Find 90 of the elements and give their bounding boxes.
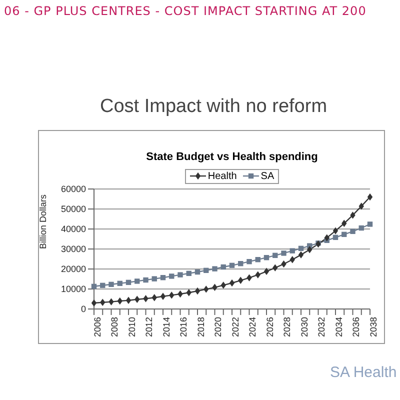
point	[126, 280, 132, 285]
point	[178, 272, 183, 278]
x-tick-label: 2014	[161, 317, 172, 338]
point	[186, 270, 192, 276]
point	[238, 261, 244, 266]
point	[204, 268, 209, 273]
x-tick-label: 2006	[92, 317, 102, 338]
point	[246, 274, 252, 282]
y-tick-label: 50000	[60, 204, 86, 214]
x-tick-label: 2022	[230, 317, 240, 338]
point	[350, 212, 356, 219]
point	[264, 268, 270, 275]
point	[117, 280, 122, 286]
x-tick-label: 2034	[334, 317, 344, 338]
legend-label: Health	[208, 170, 237, 182]
point	[332, 227, 338, 234]
point	[255, 271, 260, 278]
point	[91, 284, 97, 289]
point	[298, 251, 304, 258]
y-tick-label: 30000	[60, 244, 86, 254]
point	[152, 294, 157, 302]
point	[143, 295, 148, 302]
x-tick-label: 2024	[248, 317, 258, 338]
x-tick-label: 2018	[196, 317, 206, 338]
y-tick-label: 0	[80, 304, 86, 314]
point	[332, 234, 338, 240]
point	[160, 275, 166, 280]
point	[324, 234, 330, 242]
point	[126, 296, 132, 304]
point	[108, 298, 114, 306]
text: SA Health	[330, 364, 398, 381]
point	[186, 289, 192, 296]
text: 06 - GP PLUS CENTRES - COST IMPACT STARTING AT 200	[4, 4, 368, 18]
point	[358, 225, 364, 231]
y-axis-title: Billion Dollars	[38, 194, 48, 249]
point	[204, 286, 209, 293]
point	[342, 232, 347, 237]
point	[367, 193, 373, 201]
point	[272, 264, 278, 272]
point	[290, 248, 295, 254]
point	[134, 278, 140, 284]
point	[134, 296, 140, 303]
x-tick-label: 2032	[316, 317, 327, 338]
point	[358, 202, 364, 210]
point	[212, 266, 218, 272]
x-tick-label: 2008	[110, 317, 120, 338]
x-tick-label: 2010	[126, 317, 137, 338]
legend-label: SA	[260, 170, 274, 182]
point	[307, 246, 312, 254]
point	[238, 276, 244, 284]
point	[229, 279, 235, 287]
point	[272, 252, 278, 258]
point	[160, 292, 166, 300]
y-tick-label: 10000	[60, 284, 86, 294]
x-tick-label: 2038	[368, 317, 378, 338]
point	[264, 255, 270, 260]
chart-title: State Budget vs Health spending	[145, 151, 319, 163]
x-tick-label: 2016	[178, 317, 189, 338]
point	[255, 257, 260, 262]
text: Cost Impact with no reform	[100, 96, 328, 118]
point	[169, 292, 174, 299]
point	[246, 259, 252, 264]
point	[281, 250, 286, 256]
point	[194, 269, 200, 275]
y-tick-label: 20000	[60, 264, 86, 274]
point	[220, 264, 226, 270]
x-tick-label: 2028	[282, 317, 292, 338]
point	[100, 298, 106, 306]
point	[229, 262, 235, 268]
point	[212, 284, 218, 291]
y-tick-label: 40000	[60, 224, 86, 234]
point	[152, 276, 157, 282]
point	[298, 246, 304, 251]
point	[194, 287, 200, 295]
point	[220, 282, 226, 289]
point	[100, 282, 106, 288]
point	[350, 228, 356, 234]
x-tick-label: 2012	[144, 317, 154, 338]
point	[367, 222, 373, 227]
point	[290, 256, 295, 264]
point	[91, 299, 97, 307]
point	[169, 274, 174, 279]
x-tick-label: 2036	[351, 317, 362, 338]
y-tick-label: 60000	[60, 184, 86, 194]
x-tick-label: 2026	[264, 317, 275, 338]
x-tick-label: 2020	[213, 317, 224, 338]
point	[342, 220, 347, 227]
point	[143, 277, 148, 283]
x-tick-label: 2030	[299, 317, 310, 338]
point	[108, 282, 114, 287]
